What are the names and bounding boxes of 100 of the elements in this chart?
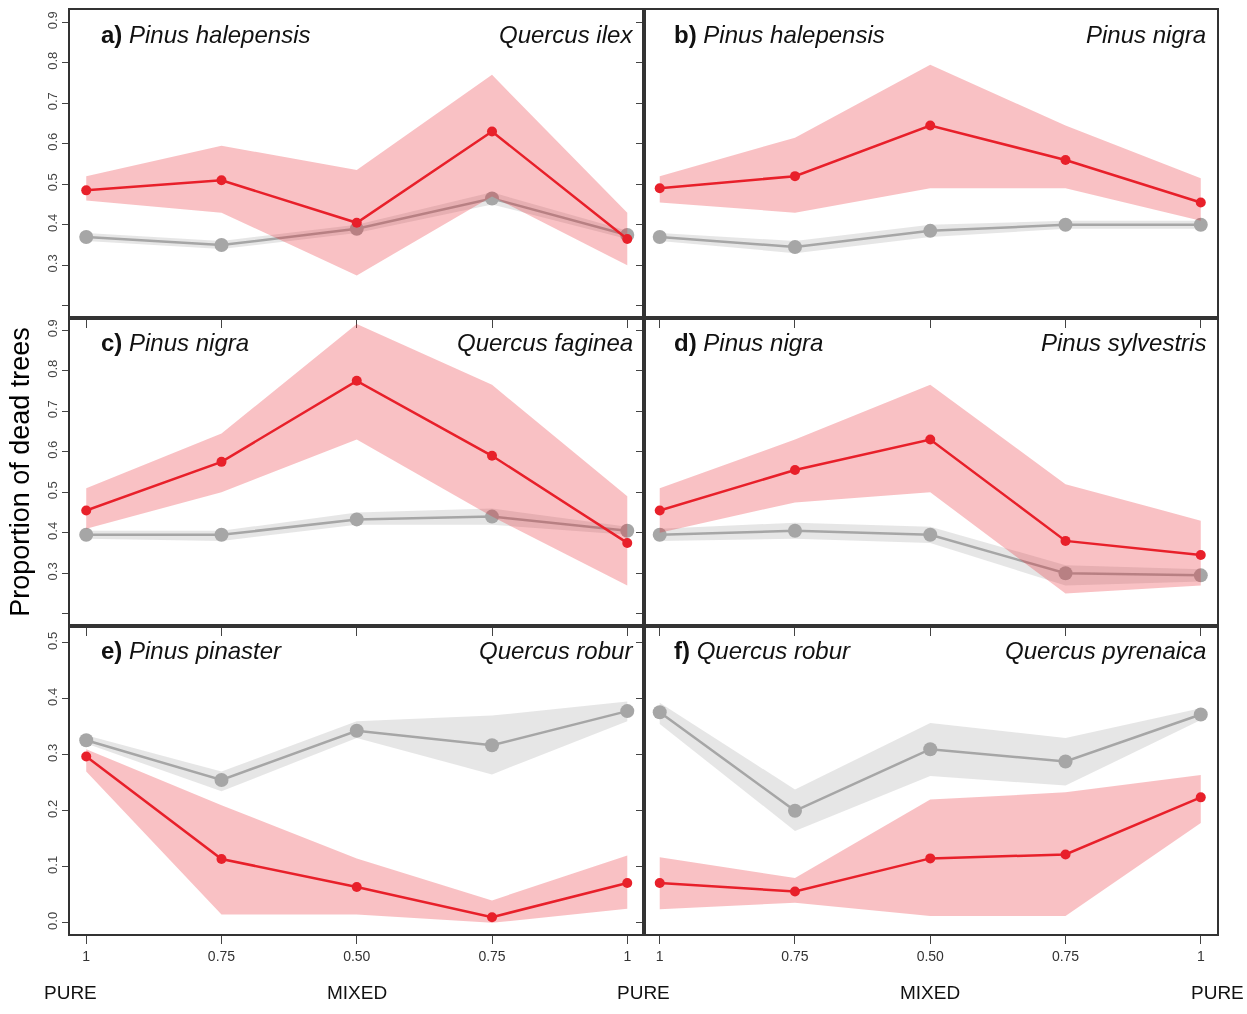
- point: [214, 527, 229, 542]
- point: [1195, 550, 1206, 561]
- x-tick-label: 1: [623, 947, 632, 964]
- point: [349, 512, 364, 527]
- point: [923, 742, 938, 757]
- y-tick-label: 0.9: [45, 11, 61, 30]
- point: [351, 217, 362, 228]
- y-tick-label: 0.4: [45, 213, 61, 232]
- point: [788, 523, 802, 538]
- x-tick-label: 1: [655, 947, 664, 964]
- point: [81, 751, 92, 762]
- point: [485, 509, 500, 524]
- text: Quercus pyrenaica: [1005, 637, 1207, 664]
- point: [1195, 197, 1206, 208]
- text: Quercus ilex: [499, 21, 634, 48]
- point: [1058, 754, 1073, 769]
- point: [652, 229, 667, 244]
- point: [789, 464, 800, 475]
- point: [1193, 217, 1208, 232]
- y-tick-label: 0.3: [45, 254, 61, 273]
- point: [789, 886, 800, 897]
- y-tick-label: 0.5: [45, 173, 61, 192]
- y-tick-label: 0.3: [45, 562, 61, 581]
- y-tick-label: 0.9: [45, 319, 61, 338]
- y-tick-label: 0.1: [45, 855, 61, 874]
- point: [654, 878, 665, 889]
- point: [620, 704, 635, 719]
- y-tick-label: 0.0: [45, 911, 61, 930]
- point: [925, 120, 936, 131]
- text: MIXED: [900, 982, 961, 1003]
- point: [1195, 792, 1206, 803]
- text: c) Pinus nigra: [101, 329, 250, 356]
- x-tick-label: 1: [1196, 947, 1205, 964]
- y-axis-title: Proportion of dead trees: [4, 327, 35, 617]
- point: [789, 171, 800, 182]
- point: [622, 878, 633, 889]
- text: d) Pinus nigra: [674, 329, 824, 356]
- point: [351, 881, 362, 892]
- point: [214, 773, 229, 787]
- text: f) Quercus robur: [674, 637, 852, 664]
- point: [81, 185, 92, 196]
- point: [1060, 535, 1071, 546]
- point: [487, 126, 498, 137]
- text: e) Pinus pinaster: [101, 637, 283, 664]
- point: [788, 803, 802, 818]
- point: [216, 175, 227, 186]
- x-tick-label: 0.50: [343, 947, 371, 964]
- point: [652, 705, 667, 720]
- point: [654, 505, 665, 516]
- text: a) Pinus halepensis: [101, 21, 311, 48]
- point: [79, 527, 94, 542]
- y-tick-label: 0.2: [45, 799, 61, 818]
- point: [79, 733, 94, 748]
- point: [214, 238, 229, 253]
- point: [1193, 707, 1208, 722]
- point: [351, 375, 362, 386]
- point: [620, 523, 635, 538]
- point: [485, 738, 500, 753]
- point: [788, 240, 802, 255]
- point: [923, 527, 938, 542]
- text: b) Pinus halepensis: [674, 21, 885, 48]
- point: [216, 456, 227, 467]
- y-tick-label: 0.4: [45, 521, 61, 540]
- y-tick-label: 0.6: [45, 132, 61, 151]
- point: [79, 229, 94, 244]
- point: [1193, 568, 1208, 583]
- text: PURE: [1191, 982, 1244, 1003]
- x-tick-label: 0.75: [781, 947, 809, 964]
- text: Pinus sylvestris: [1041, 329, 1207, 356]
- y-tick-label: 0.7: [45, 400, 61, 419]
- y-tick-label: 0.7: [45, 92, 61, 111]
- point: [923, 223, 938, 238]
- point: [622, 233, 633, 244]
- text: Quercus faginea: [457, 329, 634, 356]
- text: PURE: [44, 982, 97, 1003]
- x-tick-label: 0.75: [1051, 947, 1080, 964]
- x-tick-label: 0.75: [207, 947, 236, 964]
- point: [1060, 849, 1071, 860]
- text: Pinus nigra: [1086, 21, 1207, 48]
- point: [925, 853, 936, 864]
- point: [1058, 566, 1073, 581]
- text: Quercus robur: [479, 637, 634, 664]
- y-tick-label: 0.8: [45, 51, 61, 70]
- x-tick-label: 0.75: [478, 947, 506, 964]
- point: [487, 450, 498, 461]
- point: [81, 505, 92, 516]
- y-tick-label: 0.5: [45, 631, 61, 650]
- point: [654, 183, 665, 194]
- point: [652, 527, 667, 542]
- y-tick-label: 0.3: [45, 743, 61, 762]
- point: [622, 537, 633, 548]
- point: [1058, 217, 1073, 232]
- x-tick-label: 1: [82, 947, 91, 964]
- point: [925, 434, 936, 445]
- text: MIXED: [327, 982, 388, 1003]
- point: [349, 723, 364, 738]
- x-tick-label: 0.50: [916, 947, 945, 964]
- y-tick-label: 0.6: [45, 440, 61, 459]
- y-tick-label: 0.8: [45, 359, 61, 378]
- y-tick-label: 0.5: [45, 481, 61, 500]
